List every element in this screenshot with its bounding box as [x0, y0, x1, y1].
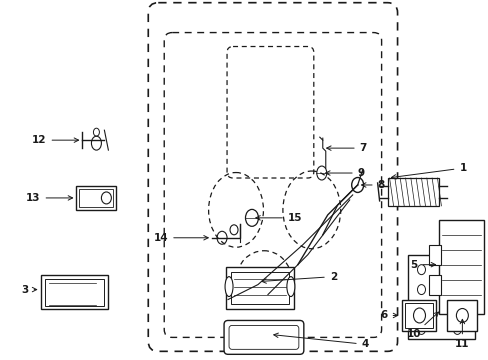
Bar — [404, 302, 432, 328]
Text: 13: 13 — [26, 193, 73, 203]
Bar — [407, 255, 474, 339]
Bar — [401, 300, 436, 332]
Text: 6: 6 — [380, 310, 397, 320]
Text: 7: 7 — [326, 143, 366, 153]
Bar — [387, 178, 439, 206]
Text: 5: 5 — [409, 260, 435, 270]
Ellipse shape — [224, 276, 233, 297]
Text: 8: 8 — [361, 180, 384, 190]
Text: 11: 11 — [454, 319, 468, 349]
Text: 9: 9 — [325, 168, 364, 178]
Text: 10: 10 — [406, 312, 438, 339]
Text: 14: 14 — [153, 233, 208, 243]
FancyBboxPatch shape — [224, 320, 303, 354]
Text: 1: 1 — [390, 163, 466, 179]
Bar — [225, 267, 293, 309]
Bar — [428, 245, 441, 265]
Bar — [439, 220, 483, 315]
Bar — [80, 189, 113, 207]
Text: 3: 3 — [21, 284, 37, 294]
Ellipse shape — [351, 177, 363, 193]
Bar — [41, 275, 108, 310]
Text: 15: 15 — [255, 213, 302, 223]
Bar — [76, 186, 116, 210]
Text: 12: 12 — [32, 135, 79, 145]
Text: 2: 2 — [261, 272, 336, 283]
Bar — [230, 272, 288, 303]
Bar — [447, 300, 476, 332]
Text: 4: 4 — [273, 333, 368, 349]
Ellipse shape — [286, 276, 294, 297]
Bar — [44, 279, 104, 306]
Bar — [428, 275, 441, 294]
